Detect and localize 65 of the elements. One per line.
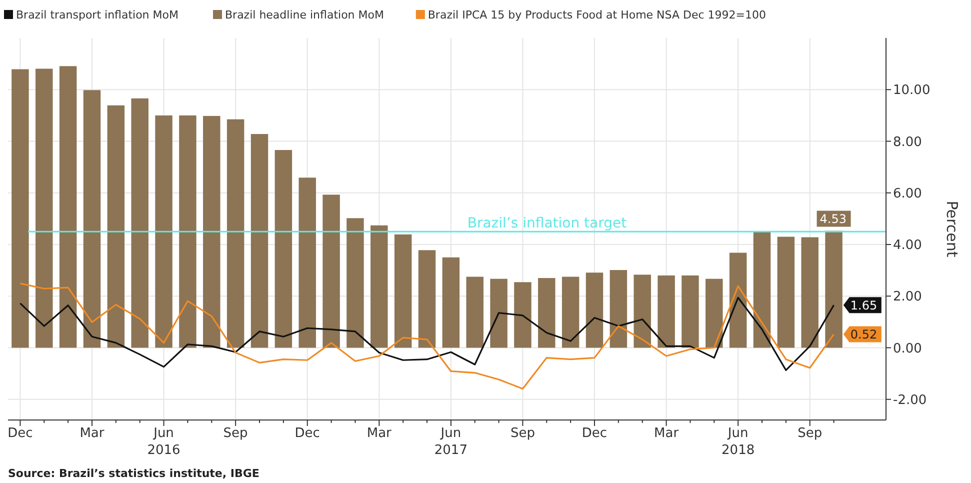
line-series: [19, 296, 835, 371]
data-label: 0.52: [850, 328, 878, 342]
bar: [634, 274, 651, 348]
x-tick-label: Dec: [8, 426, 33, 441]
x-tick-label: Mar: [654, 426, 680, 441]
bar: [562, 276, 580, 348]
bar: [706, 278, 723, 348]
y-tick-label: 0.00: [893, 341, 922, 356]
bar: [442, 257, 460, 348]
y-tick-label: 4.00: [893, 238, 922, 254]
legend-label: Brazil headline inflation MoM: [225, 8, 384, 22]
bar: [107, 105, 125, 348]
y-tick-label: 6.00: [893, 186, 922, 202]
data-label: 1.65: [850, 298, 878, 312]
source-note: Source: Brazil’s statistics institute, IBGE: [8, 467, 260, 480]
y-tick-label: 10.00: [893, 83, 930, 98]
bar: [298, 178, 316, 348]
bar: [155, 115, 172, 348]
bar: [370, 225, 388, 348]
bar: [346, 218, 364, 348]
bar: [36, 68, 53, 348]
y-tick-label: 8.00: [893, 134, 922, 150]
y-axis-title: Percent: [943, 200, 961, 258]
bar: [250, 134, 268, 348]
bar: [777, 236, 795, 348]
x-tick-label: Dec: [294, 426, 320, 441]
bar: [12, 69, 29, 348]
bar: [203, 116, 220, 348]
ref-line-label: Brazil’s inflation target: [467, 216, 628, 232]
bar: [538, 278, 556, 348]
x-tick-label: Sep: [798, 426, 822, 441]
bar: [226, 119, 244, 348]
legend-label: Brazil IPCA 15 by Products Food at Home NSA Dec 1992=100: [428, 8, 766, 22]
bar: [610, 270, 628, 348]
bar: [322, 194, 340, 348]
bar: [394, 234, 412, 348]
x-tick-label: Mar: [366, 426, 392, 441]
bar: [59, 66, 77, 348]
x-tick-label: Sep: [223, 426, 248, 441]
bar: [729, 252, 747, 348]
x-tick-label: Jun 2018: [722, 426, 755, 458]
y-tick-label: 2.00: [893, 290, 922, 305]
line-series: [19, 282, 835, 390]
bar: [682, 275, 699, 348]
x-tick-label: Jun 2017: [434, 426, 468, 458]
bar: [83, 90, 101, 348]
x-tick-label: Jun 2016: [147, 426, 180, 458]
data-label: 4.53: [820, 212, 847, 226]
bar: [179, 115, 196, 348]
bar: [514, 282, 532, 348]
x-tick-label: Sep: [510, 426, 535, 441]
x-tick-label: Mar: [80, 426, 105, 441]
legend-label: Brazil transport inflation MoM: [16, 8, 178, 22]
bar: [466, 276, 484, 348]
x-tick-label: Dec: [582, 426, 608, 441]
bar: [825, 230, 842, 348]
bar: [274, 150, 292, 348]
bar: [418, 250, 436, 348]
bar: [658, 275, 675, 348]
bar: [490, 278, 508, 348]
bar: [586, 272, 604, 348]
bar: [801, 237, 818, 348]
bar: [131, 98, 148, 348]
y-tick-label: -2.00: [893, 392, 927, 408]
bar: [753, 231, 771, 348]
